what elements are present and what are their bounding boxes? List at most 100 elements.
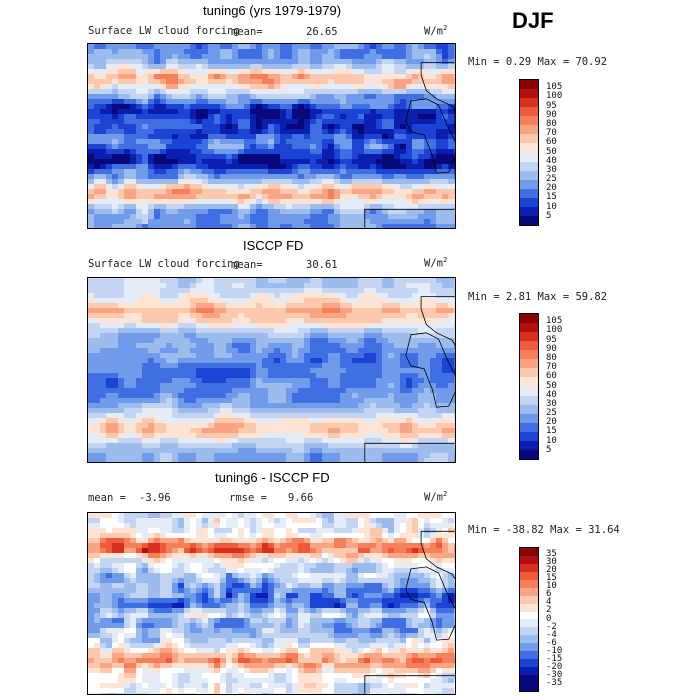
mean-value: -3.96 [139,492,171,504]
colorbar-swatch [520,667,538,675]
panel-subtitle: Surface LW cloud forcing [88,25,240,37]
rmse-value: 9.66 [288,492,314,504]
colorbar-tick-label: -4 [546,629,557,640]
colorbar-tick-label: 90 [546,343,557,354]
colorbar-swatch [520,611,538,620]
colorbar-swatch [520,413,538,423]
colorbar-tick-label: 25 [546,408,557,419]
panel-title: tuning6 - ISCCP FD [215,470,330,485]
colorbar-tick-label: 95 [546,100,557,111]
colorbar-tick-label: 100 [546,325,563,336]
colorbar-tick-label: 30 [546,398,557,409]
colorbar-swatch [520,619,538,628]
colorbar-tick-label: 10 [546,201,557,212]
colorbar-swatch [520,603,538,612]
colorbar-tick-label: -10 [546,645,563,656]
colorbar-tick-label: 0 [546,613,552,624]
colorbar-swatch [520,152,538,162]
colorbar-swatch [520,377,538,387]
map-field-svg [88,513,455,694]
colorbar-tick-label: 20 [546,417,557,428]
colorbar-tick-label: -20 [546,661,563,672]
colorbar-swatch [520,571,538,580]
colorbar [519,79,539,226]
coastline [420,296,455,346]
panel-subtitle: Surface LW cloud forcing [88,258,240,270]
colorbar-swatch [520,161,538,171]
colorbar-swatch [520,675,538,683]
colorbar-tick-label: -35 [546,677,563,688]
colorbar-swatch [520,682,538,691]
colorbar-swatch [520,89,538,99]
colorbar-swatch [520,627,538,636]
colorbar-tick-label: 5 [546,444,552,455]
colorbar-swatch [520,116,538,126]
colorbar-swatch [520,332,538,342]
colorbar-swatch [520,359,538,369]
colorbar-swatch [520,449,538,459]
coastline [420,62,455,112]
colorbar-swatch [520,350,538,360]
colorbar-swatch [520,314,538,324]
colorbar-swatch [520,548,538,556]
map-model-field [87,43,456,229]
mean-label: mean= [231,259,263,271]
colorbar-swatch [520,206,538,216]
panel-title: tuning6 (yrs 1979-1979) [203,3,342,18]
colorbar-swatch [520,555,538,564]
colorbar-swatch [520,341,538,351]
map-field-svg [88,278,455,462]
colorbar-tick-label: -15 [546,653,563,664]
colorbar-tick-label: 2 [546,605,552,616]
colorbar-tick-label: 20 [546,565,557,576]
colorbar-tick-label: 10 [546,581,557,592]
colorbar-swatch [520,323,538,333]
colorbar-tick-label: 15 [546,573,557,584]
colorbar-swatch [520,651,538,660]
units-label: W/m2 [424,490,448,504]
colorbar-swatch [520,134,538,144]
mean-value: 26.65 [306,26,338,38]
colorbar-tick-label: -6 [546,637,557,648]
colorbar-swatch [520,170,538,180]
colorbar-swatch [520,386,538,396]
colorbar-tick-label: 6 [546,589,552,600]
colorbar-swatch [520,579,538,588]
colorbar-tick-label: 35 [546,549,557,560]
colorbar-swatch [520,368,538,378]
panel-title: ISCCP FD [243,238,304,253]
season-label: DJF [512,8,554,33]
coastline [364,442,455,462]
colorbar-tick-label: 95 [546,334,557,345]
colorbar-swatch [520,422,538,432]
rmse-label: rmse = [229,492,267,504]
colorbar-tick-label: 20 [546,183,557,194]
colorbar-swatch [520,404,538,414]
colorbar-tick-label: 80 [546,118,557,129]
colorbar-tick-label: 40 [546,389,557,400]
colorbar-tick-label: 15 [546,426,557,437]
mean-value: 30.61 [306,259,338,271]
colorbar-tick-label: -2 [546,621,557,632]
colorbar-swatch [520,395,538,405]
colorbar-tick-label: 4 [546,597,552,608]
colorbar-tick-label: 40 [546,155,557,166]
colorbar-tick-label: 5 [546,210,552,221]
colorbar-swatch [520,635,538,644]
colorbar-tick-label: 50 [546,380,557,391]
colorbar-swatch [520,98,538,108]
min-max-stats: Min = 2.81 Max = 59.82 [468,291,608,303]
colorbar [519,313,539,460]
map-obs-field [87,277,456,463]
colorbar-tick-label: 15 [546,192,557,203]
colorbar-tick-label: 90 [546,109,557,120]
colorbar-swatch [520,125,538,135]
colorbar-tick-label: 80 [546,352,557,363]
colorbar-tick-label: 105 [546,316,563,327]
colorbar-swatch [520,179,538,189]
coastline [364,208,455,228]
colorbar-tick-label: 60 [546,371,557,382]
colorbar-tick-label: 50 [546,146,557,157]
colorbar-swatch [520,431,538,441]
colorbar-tick-label: 10 [546,435,557,446]
